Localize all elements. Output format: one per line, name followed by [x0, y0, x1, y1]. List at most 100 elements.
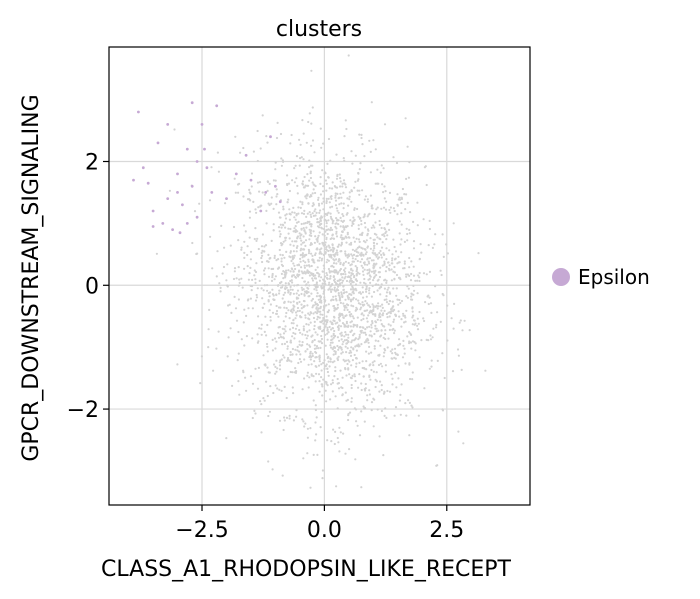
- background-point: [370, 226, 373, 229]
- background-point: [325, 353, 328, 356]
- background-point: [349, 243, 352, 246]
- background-point: [397, 255, 400, 258]
- background-point: [350, 304, 353, 307]
- background-point: [330, 197, 333, 200]
- background-point: [294, 275, 297, 279]
- background-point: [371, 207, 374, 210]
- background-point: [294, 327, 297, 330]
- background-point: [283, 273, 286, 276]
- background-point: [317, 316, 320, 319]
- background-point: [392, 320, 395, 323]
- data-point-epsilon: [176, 191, 179, 194]
- background-point: [326, 277, 329, 280]
- background-point: [326, 274, 329, 277]
- background-point: [363, 388, 366, 391]
- background-point: [256, 287, 259, 290]
- background-point: [312, 316, 316, 320]
- background-point: [331, 390, 334, 393]
- background-point: [307, 248, 310, 251]
- background-point: [335, 235, 339, 238]
- background-point: [267, 300, 270, 303]
- background-point: [337, 292, 340, 295]
- x-tick-label: 2.5: [429, 518, 464, 543]
- background-point: [273, 254, 276, 257]
- background-point: [336, 344, 339, 348]
- background-point: [342, 191, 345, 194]
- background-point: [310, 215, 313, 218]
- background-point: [369, 150, 372, 153]
- background-point: [370, 259, 373, 262]
- background-point: [336, 209, 339, 212]
- background-point: [380, 384, 383, 387]
- background-point: [387, 302, 390, 306]
- background-point: [332, 332, 335, 335]
- background-point: [305, 226, 308, 229]
- background-point: [295, 240, 298, 243]
- background-point: [345, 303, 349, 306]
- background-point: [265, 380, 268, 383]
- background-point: [328, 325, 331, 329]
- background-point: [290, 133, 293, 137]
- background-point: [364, 195, 367, 198]
- background-point: [356, 424, 359, 427]
- plot-frame: [108, 46, 531, 506]
- background-point: [295, 221, 299, 224]
- background-point: [303, 377, 306, 380]
- background-point: [275, 312, 278, 315]
- background-point: [393, 265, 396, 269]
- background-point: [322, 208, 325, 211]
- background-point: [326, 232, 329, 236]
- background-point: [403, 260, 406, 263]
- background-point: [347, 336, 350, 339]
- background-point: [311, 354, 314, 358]
- background-point: [254, 367, 257, 370]
- background-point: [260, 256, 263, 260]
- background-point: [261, 249, 264, 252]
- background-point: [306, 173, 309, 176]
- background-point: [339, 192, 342, 195]
- background-point: [291, 281, 294, 284]
- data-point-epsilon: [210, 191, 214, 194]
- background-point: [341, 279, 345, 282]
- background-point: [331, 205, 334, 208]
- background-point: [416, 201, 419, 204]
- background-point: [367, 260, 370, 263]
- background-point: [434, 285, 437, 288]
- background-point: [349, 299, 352, 302]
- background-point: [325, 200, 328, 203]
- background-point: [311, 306, 314, 309]
- data-point-epsilon: [215, 104, 219, 108]
- background-point: [366, 326, 369, 329]
- background-point: [318, 294, 321, 298]
- background-point: [381, 183, 384, 186]
- background-point: [304, 244, 307, 247]
- background-point: [326, 228, 329, 231]
- background-point: [351, 339, 354, 342]
- background-point: [462, 442, 465, 445]
- background-point: [348, 351, 351, 355]
- background-point: [372, 270, 375, 273]
- background-point: [410, 404, 413, 407]
- background-point: [313, 151, 316, 154]
- background-point: [378, 237, 381, 240]
- background-point: [359, 253, 362, 256]
- background-point: [260, 204, 263, 207]
- background-point: [321, 477, 324, 480]
- background-point: [302, 158, 305, 161]
- background-point: [340, 386, 343, 389]
- background-point: [372, 266, 375, 269]
- background-point: [331, 228, 334, 231]
- background-point: [286, 174, 289, 177]
- background-point: [346, 325, 350, 328]
- background-point: [374, 221, 377, 224]
- background-point: [349, 264, 352, 267]
- data-point-epsilon: [249, 178, 253, 182]
- background-point: [339, 250, 342, 253]
- background-point: [310, 252, 313, 255]
- background-point: [294, 332, 297, 335]
- background-point: [282, 428, 285, 432]
- background-point: [283, 416, 286, 419]
- background-point: [286, 182, 289, 186]
- background-point: [256, 237, 259, 240]
- background-point: [379, 171, 382, 174]
